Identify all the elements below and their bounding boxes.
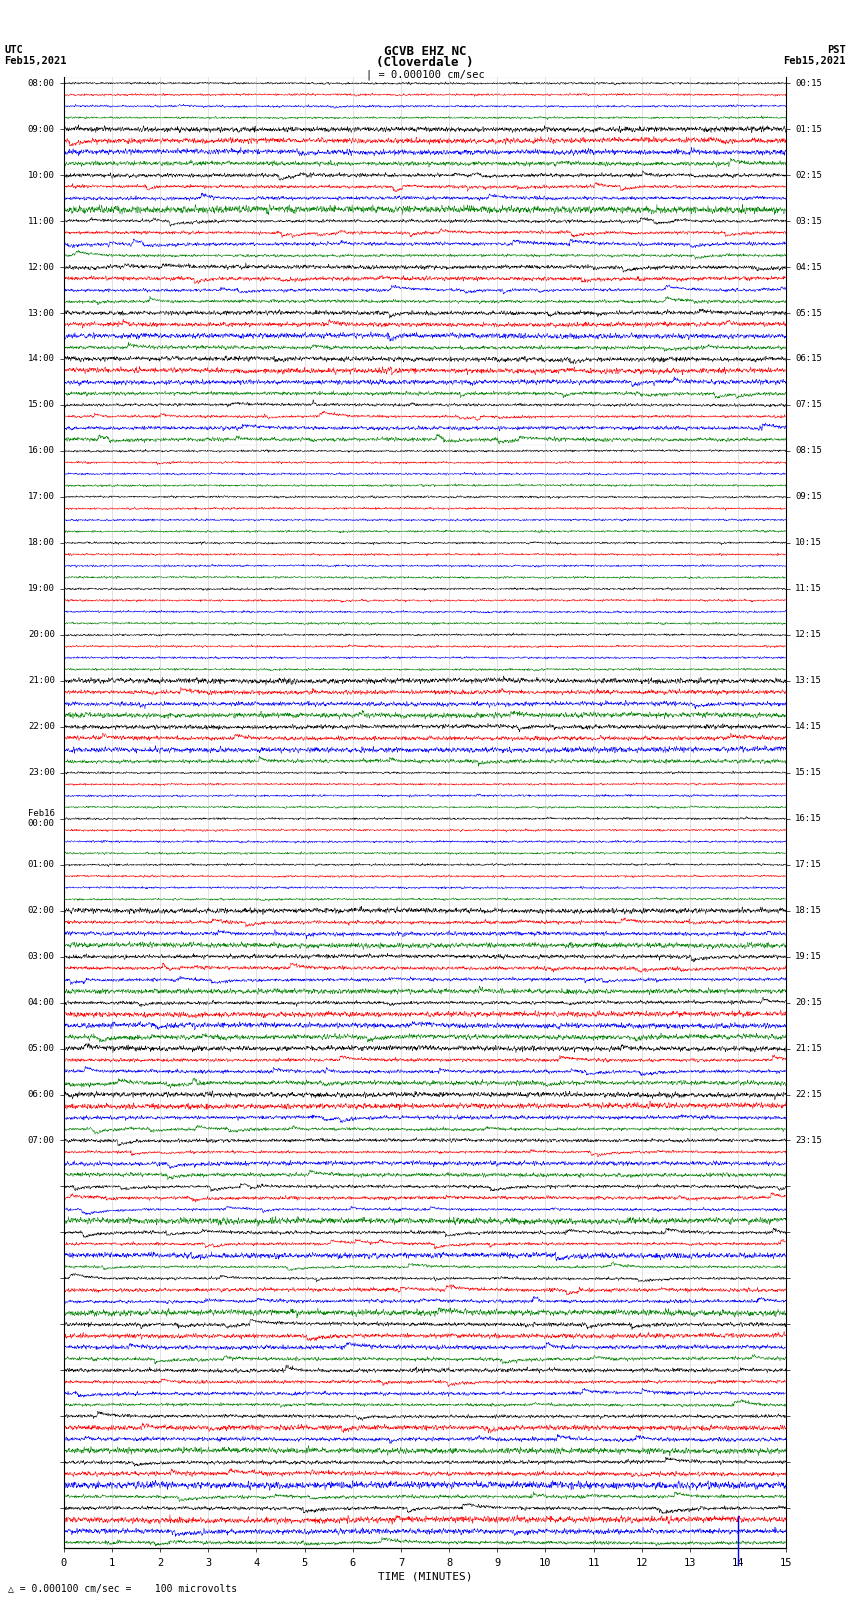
Text: Feb15,2021: Feb15,2021	[4, 56, 67, 66]
Text: PST: PST	[827, 45, 846, 55]
Text: GCVB EHZ NC: GCVB EHZ NC	[383, 45, 467, 58]
Text: △ = 0.000100 cm/sec =    100 microvolts: △ = 0.000100 cm/sec = 100 microvolts	[8, 1584, 238, 1594]
Text: (Cloverdale ): (Cloverdale )	[377, 56, 473, 69]
Text: UTC: UTC	[4, 45, 23, 55]
Text: Feb15,2021: Feb15,2021	[783, 56, 846, 66]
Text: | = 0.000100 cm/sec: | = 0.000100 cm/sec	[366, 69, 484, 81]
X-axis label: TIME (MINUTES): TIME (MINUTES)	[377, 1571, 473, 1582]
